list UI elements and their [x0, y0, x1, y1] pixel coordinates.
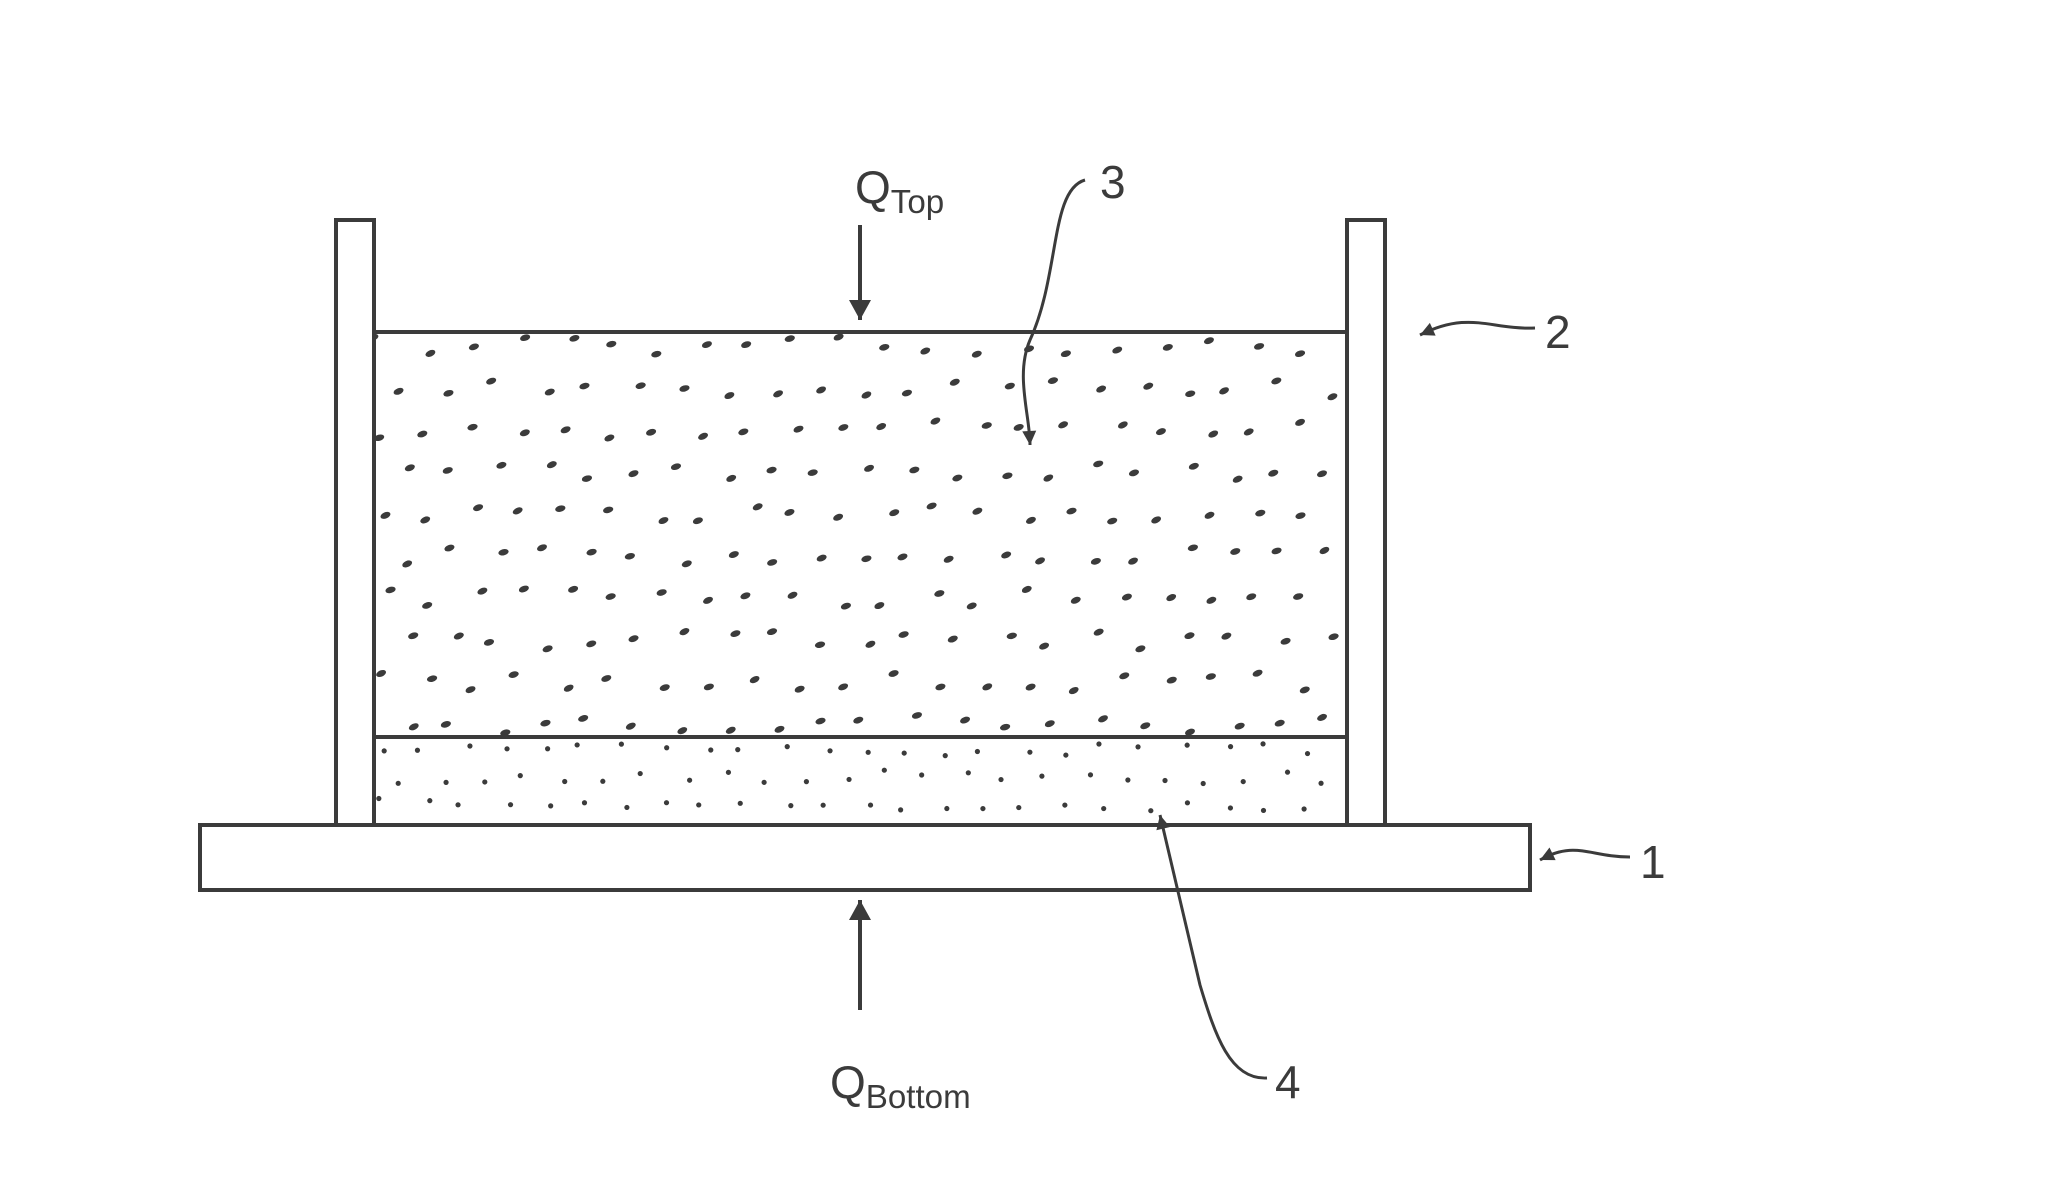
q-bottom-main: Q — [830, 1056, 866, 1108]
q-top-sub: Top — [891, 184, 944, 221]
label-3: 3 — [1100, 155, 1126, 209]
leader-1 — [1540, 848, 1630, 861]
label-4: 4 — [1275, 1055, 1301, 1109]
label-1: 1 — [1640, 835, 1666, 889]
wall-right — [1347, 220, 1385, 825]
upper-fill-pattern — [367, 332, 1339, 737]
q-top-main: Q — [855, 161, 891, 213]
arrow-q-top — [849, 225, 871, 320]
leader-3 — [1022, 180, 1085, 445]
wall-left — [336, 220, 374, 825]
label-q-bottom: QBottom — [830, 1055, 971, 1117]
q-bottom-sub: Bottom — [866, 1079, 971, 1116]
base-slab — [200, 825, 1530, 890]
leader-2 — [1420, 322, 1535, 335]
leader-4 — [1156, 815, 1267, 1078]
label-q-top: QTop — [855, 160, 944, 222]
lower-fill-pattern — [376, 741, 1323, 813]
arrow-q-bottom — [849, 900, 871, 1010]
diagram-svg — [0, 0, 2063, 1193]
label-2: 2 — [1545, 305, 1571, 359]
